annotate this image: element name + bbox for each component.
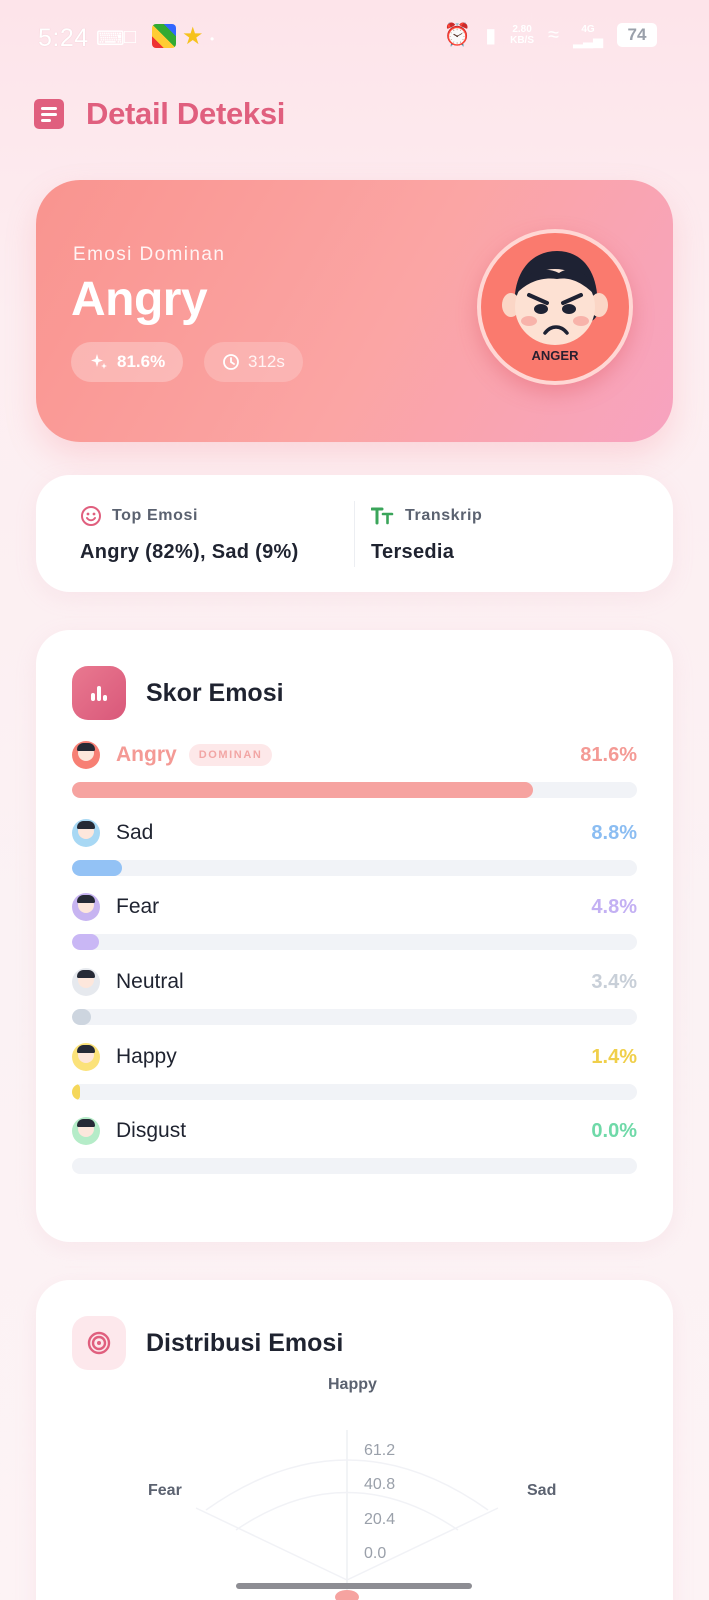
battery-icon: 74 <box>617 23 657 47</box>
angry-face-icon <box>72 741 100 769</box>
sad-face-icon <box>72 819 100 847</box>
emotion-name: Happy <box>116 1045 177 1068</box>
distribution-title: Distribusi Emosi <box>146 1328 344 1357</box>
clock-icon <box>223 354 239 370</box>
neutral-face-icon <box>72 968 100 996</box>
summary-card: Top Emosi Angry (82%), Sad (9%) Transkri… <box>36 475 673 592</box>
page-header: Detail Deteksi <box>34 96 285 132</box>
emotion-percent: 1.4% <box>591 1045 637 1068</box>
dot-icon: • <box>210 32 215 46</box>
top-emotion-section: Top Emosi Angry (82%), Sad (9%) <box>80 505 299 564</box>
divider <box>354 501 355 567</box>
sparkle-icon <box>91 354 107 369</box>
game-controller-icon: ⌨ <box>96 28 125 50</box>
list-icon[interactable] <box>34 99 64 129</box>
app-icon <box>152 24 176 48</box>
dominant-emotion-card: Emosi Dominan Angry 81.6% 312s <box>36 180 673 442</box>
net-speed: 2.80 KB/S <box>510 24 535 46</box>
angry-face-icon <box>502 251 608 345</box>
happy-face-icon <box>72 1043 100 1071</box>
target-icon <box>72 1316 126 1370</box>
radar-label-right: Sad <box>527 1482 557 1499</box>
transcript-label: Transkrip <box>405 507 483 524</box>
dominant-emotion: Angry <box>71 273 208 326</box>
vibrate-icon: ▮ <box>485 24 497 47</box>
smiley-icon <box>81 506 101 526</box>
radar-point <box>335 1590 359 1600</box>
score-fill <box>72 934 100 950</box>
chat-icon: □ <box>124 26 137 48</box>
score-fill <box>72 782 534 798</box>
alarm-icon: ⏰ <box>443 22 472 47</box>
confidence-value: 81.6% <box>117 352 166 371</box>
emotion-scores-card: Skor Emosi Angry DOMINAN 81.6% Sad 8.8% Fear 4… <box>36 630 673 1242</box>
disgust-face-icon <box>72 1117 100 1145</box>
transcript-section[interactable]: Transkrip Tersedia <box>371 505 482 564</box>
score-track <box>72 860 637 876</box>
score-track <box>72 782 637 798</box>
emotion-percent: 8.8% <box>591 821 637 844</box>
emotion-percent: 0.0% <box>591 1119 637 1142</box>
radar-tick: 20.4 <box>364 1511 396 1528</box>
emotion-percent: 3.4% <box>591 970 637 993</box>
text-size-icon <box>371 507 394 525</box>
duration-value: 312s <box>248 352 285 371</box>
radar-label-left: Fear <box>148 1482 182 1499</box>
emotion-name: Disgust <box>116 1119 187 1142</box>
emotion-distribution-card: Distribusi Emosi Happy Fear Sad 61.2 40.… <box>36 1280 673 1600</box>
emotion-percent: 4.8% <box>591 895 637 918</box>
fear-face-icon <box>72 893 100 921</box>
score-track <box>72 934 637 950</box>
score-track <box>72 1158 637 1174</box>
page-title: Detail Deteksi <box>86 96 286 131</box>
radar-tick: 40.8 <box>364 1476 396 1493</box>
radar-tick: 61.2 <box>364 1442 396 1459</box>
star-icon: ★ <box>182 23 204 50</box>
signal-icon: 4G ▂▃▅ <box>573 24 603 48</box>
emotion-avatar: ANGER <box>477 229 633 385</box>
score-fill <box>72 860 122 876</box>
dominant-label: Emosi Dominan <box>73 244 226 265</box>
duration-chip: 312s <box>204 342 303 382</box>
score-fill <box>72 1084 80 1100</box>
bar-chart-icon <box>72 666 126 720</box>
top-emotion-value: Angry (82%), Sad (9%) <box>80 541 299 563</box>
radar-chart <box>195 1430 499 1600</box>
score-fill <box>72 1009 92 1025</box>
emotion-name: Sad <box>116 821 154 844</box>
emotion-score-row: Disgust 0.0% <box>72 1116 637 1174</box>
emotion-score-row: Happy 1.4% <box>72 1042 637 1100</box>
top-emotion-label: Top Emosi <box>112 507 198 524</box>
status-time: 5:24 <box>38 24 89 52</box>
emotion-name: Angry <box>116 743 177 766</box>
transcript-value: Tersedia <box>371 541 455 563</box>
radar-label-top: Happy <box>328 1376 377 1393</box>
radar-tick: 0.0 <box>364 1545 387 1562</box>
avatar-caption: ANGER <box>531 348 579 363</box>
home-indicator[interactable] <box>236 1583 472 1589</box>
scores-title: Skor Emosi <box>146 678 284 707</box>
emotion-percent: 81.6% <box>580 743 637 766</box>
score-track <box>72 1084 637 1100</box>
emotion-name: Neutral <box>116 970 184 993</box>
emotion-score-row: Fear 4.8% <box>72 892 637 950</box>
wifi-icon: ≈ <box>548 23 559 46</box>
confidence-chip: 81.6% <box>71 342 184 382</box>
emotion-score-row: Sad 8.8% <box>72 818 637 876</box>
emotion-score-row: Angry DOMINAN 81.6% <box>72 740 637 798</box>
dominant-badge: DOMINAN <box>188 744 273 766</box>
status-bar: 5:24 ⌨ □ ★ • ⏰ ▮ 2.80 KB/S ≈ 4G ▂▃▅ 74 <box>0 0 709 76</box>
emotion-name: Fear <box>116 895 160 918</box>
emotion-score-row: Neutral 3.4% <box>72 967 637 1025</box>
score-track <box>72 1009 637 1025</box>
